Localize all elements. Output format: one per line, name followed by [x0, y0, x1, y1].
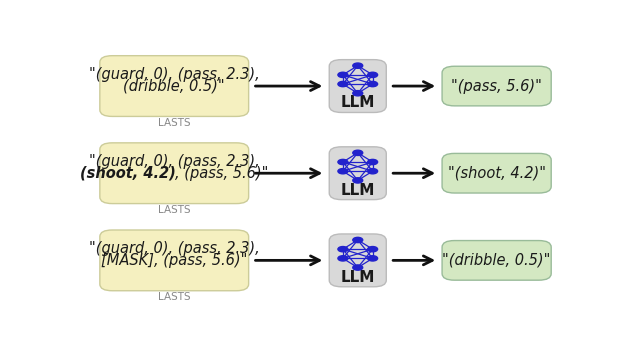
- FancyBboxPatch shape: [442, 240, 551, 280]
- FancyBboxPatch shape: [442, 153, 551, 193]
- Text: , (pass, 5.6)": , (pass, 5.6)": [328, 166, 421, 181]
- Circle shape: [353, 63, 363, 68]
- Text: LLM: LLM: [340, 270, 375, 285]
- Text: LLM: LLM: [340, 95, 375, 110]
- Circle shape: [338, 168, 348, 174]
- Text: LASTS: LASTS: [158, 205, 191, 215]
- Text: "(guard, 0), (pass, 2.3),: "(guard, 0), (pass, 2.3),: [89, 67, 260, 82]
- FancyBboxPatch shape: [100, 56, 248, 116]
- FancyBboxPatch shape: [329, 60, 387, 113]
- Text: "(guard, 0), (pass, 2.3),: "(guard, 0), (pass, 2.3),: [89, 241, 260, 256]
- Circle shape: [368, 159, 378, 165]
- Text: "(guard, 0), (pass, 2.3),: "(guard, 0), (pass, 2.3),: [89, 154, 260, 169]
- Text: (shoot, 4.2): (shoot, 4.2): [328, 166, 424, 181]
- Text: (dribble, 0.5)": (dribble, 0.5)": [124, 79, 225, 94]
- Circle shape: [338, 256, 348, 261]
- Circle shape: [338, 72, 348, 78]
- Circle shape: [368, 247, 378, 252]
- FancyBboxPatch shape: [329, 234, 387, 287]
- Circle shape: [353, 150, 363, 155]
- Text: LLM: LLM: [340, 182, 375, 198]
- Circle shape: [338, 81, 348, 87]
- Text: , (pass, 5.6)": , (pass, 5.6)": [175, 166, 269, 181]
- Circle shape: [368, 72, 378, 78]
- FancyBboxPatch shape: [100, 230, 248, 291]
- Circle shape: [368, 81, 378, 87]
- FancyBboxPatch shape: [329, 147, 387, 200]
- Text: "(pass, 5.6)": "(pass, 5.6)": [451, 79, 542, 94]
- Text: LASTS: LASTS: [158, 118, 191, 128]
- Text: "(dribble, 0.5)": "(dribble, 0.5)": [442, 253, 551, 268]
- Circle shape: [338, 247, 348, 252]
- Circle shape: [353, 237, 363, 243]
- Circle shape: [353, 265, 363, 270]
- Text: "(shoot, 4.2)": "(shoot, 4.2)": [447, 166, 546, 181]
- Circle shape: [353, 91, 363, 96]
- Text: (shoot, 4.2): (shoot, 4.2): [79, 166, 175, 181]
- Text: [MASK], (pass, 5.6)": [MASK], (pass, 5.6)": [101, 253, 248, 268]
- FancyBboxPatch shape: [442, 66, 551, 106]
- Circle shape: [338, 159, 348, 165]
- FancyBboxPatch shape: [100, 143, 248, 204]
- Circle shape: [368, 256, 378, 261]
- Circle shape: [353, 178, 363, 183]
- Circle shape: [368, 168, 378, 174]
- Text: LASTS: LASTS: [158, 292, 191, 302]
